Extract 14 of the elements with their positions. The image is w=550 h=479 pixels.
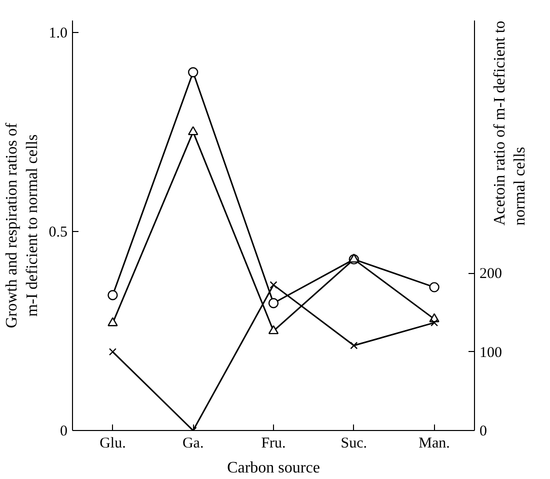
x-tick-label: Fru. [261, 436, 286, 452]
x-axis-title: Carbon source [227, 460, 320, 476]
x-tick-label: Ga. [182, 436, 204, 452]
x-tick-label: Suc. [340, 436, 368, 452]
y-tick-label: 0.5 [48, 224, 68, 240]
y2-axis-title: Acetoin ratio of m-I deficient to normal cells [491, 20, 529, 226]
y2-tick-label: 200 [480, 266, 502, 282]
y-tick-label: 0 [60, 424, 68, 440]
y2-tick-label: 100 [480, 344, 502, 361]
y-axis-title: Growth and respiration ratios of m-I deficient to normal cells [3, 122, 41, 328]
y2-tick-label: 0 [480, 424, 487, 440]
x-tick-label: Glu. [100, 436, 126, 452]
x-tick-label: Man. [418, 436, 450, 452]
y-tick-label: 1.0 [48, 25, 68, 42]
